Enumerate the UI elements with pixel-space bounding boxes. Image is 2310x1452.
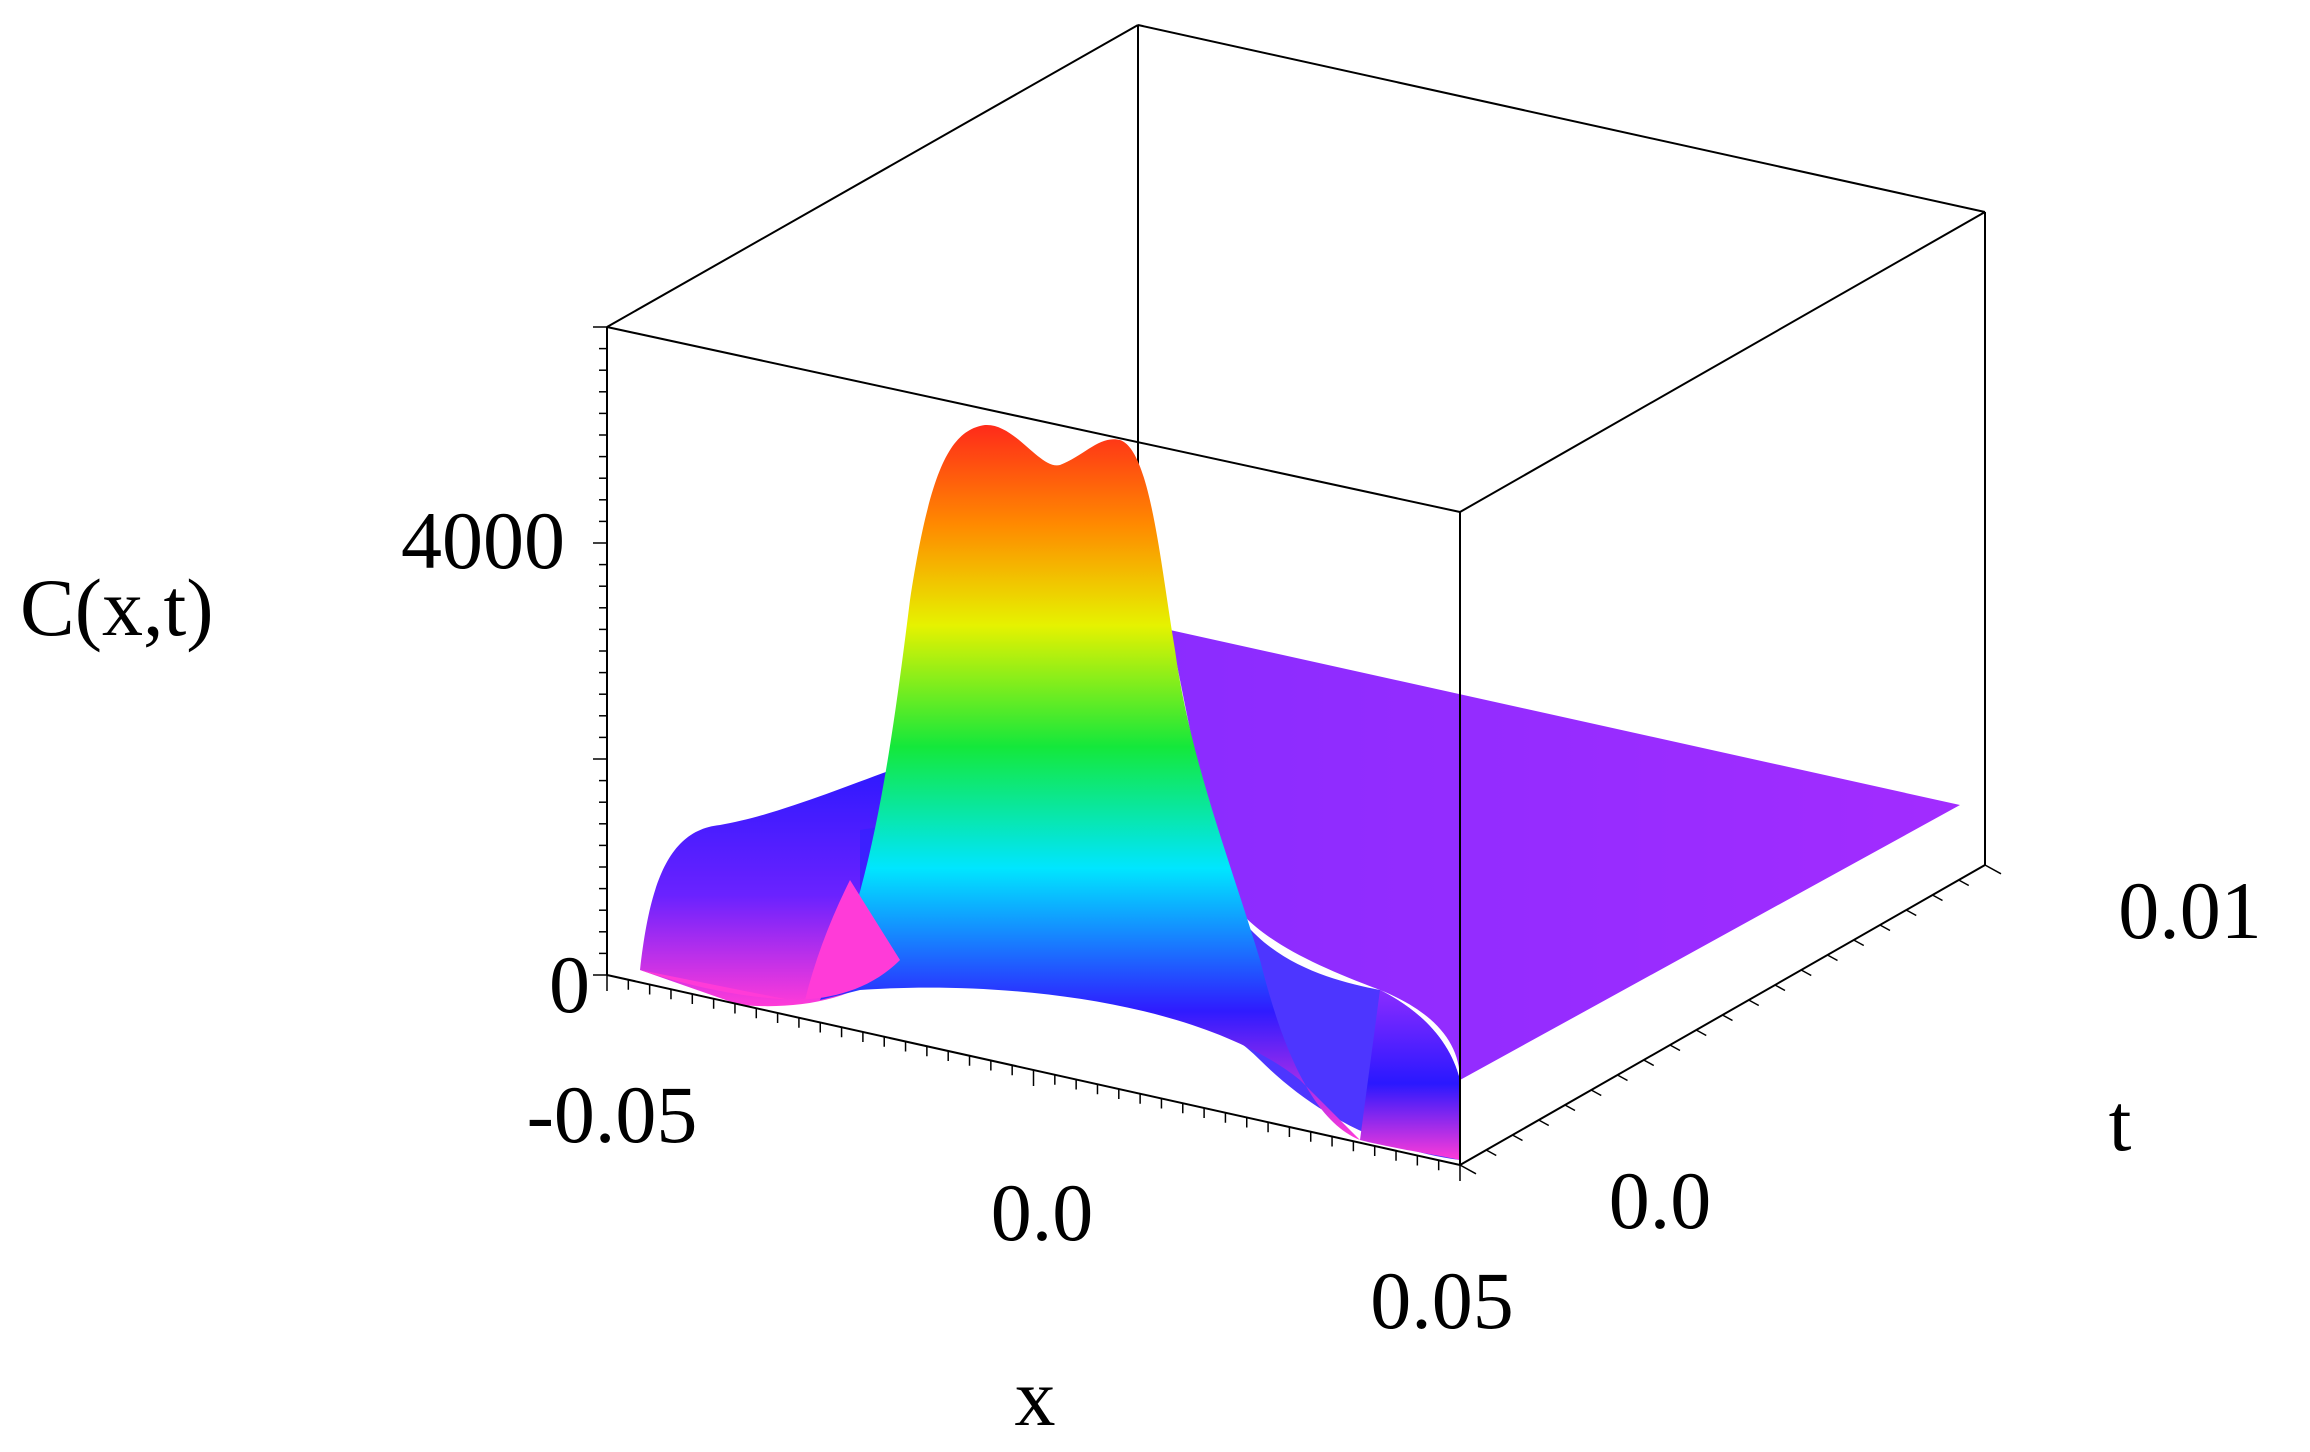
t-tick-mark: [1958, 879, 1970, 887]
t-tick-mark: [1512, 1134, 1523, 1142]
t-tick-mark: [1827, 954, 1838, 962]
t-tick-mark: [1538, 1119, 1550, 1127]
surface: [640, 424, 1960, 1160]
surface-front-right: [1360, 990, 1460, 1160]
t-tick-mark: [1905, 909, 1917, 917]
t-tick-mark: [1643, 1059, 1655, 1067]
t-tick-mark: [1590, 1089, 1602, 1097]
x-tick-label-max: 0.05: [1370, 1255, 1514, 1346]
t-axis-label: t: [2109, 1077, 2132, 1168]
t-tick-mark: [1800, 969, 1812, 977]
z-axis-ticks: [593, 326, 607, 976]
x-tick-label-mid: 0.0: [991, 1167, 1094, 1258]
surface-peak: [820, 424, 1360, 1141]
t-tick-mark: [1459, 1164, 1477, 1175]
bounding-box: [606, 24, 1986, 865]
t-tick-mark: [1853, 939, 1865, 947]
t-tick-mark: [1984, 864, 2002, 875]
t-tick-mark: [1617, 1074, 1628, 1082]
surface-plateau: [1170, 630, 1960, 1080]
z-tick-label-0: 0: [549, 939, 590, 1030]
t-tick-mark: [1879, 924, 1891, 932]
t-tick-label-max: 0.01: [2118, 865, 2262, 956]
surface-front-left: [640, 880, 900, 1000]
x-tick-label-min: -0.05: [527, 1069, 698, 1160]
t-tick-mark: [1695, 1029, 1707, 1037]
t-tick-mark: [1722, 1014, 1733, 1022]
x-axis-label: x: [1015, 1352, 1056, 1443]
t-tick-label-min: 0.0: [1609, 1155, 1712, 1246]
t-tick-mark: [1932, 894, 1943, 902]
t-tick-mark: [1564, 1104, 1576, 1112]
t-tick-mark: [1774, 984, 1786, 992]
z-axis-label: C(x,t): [20, 562, 214, 653]
t-axis-ticks: [1459, 864, 2002, 1175]
t-tick-mark: [1669, 1044, 1681, 1052]
z-tick-label-4000: 4000: [401, 495, 565, 586]
x-axis-ticks: [606, 975, 1461, 1181]
t-tick-mark: [1485, 1149, 1497, 1157]
t-tick-mark: [1748, 999, 1760, 1007]
